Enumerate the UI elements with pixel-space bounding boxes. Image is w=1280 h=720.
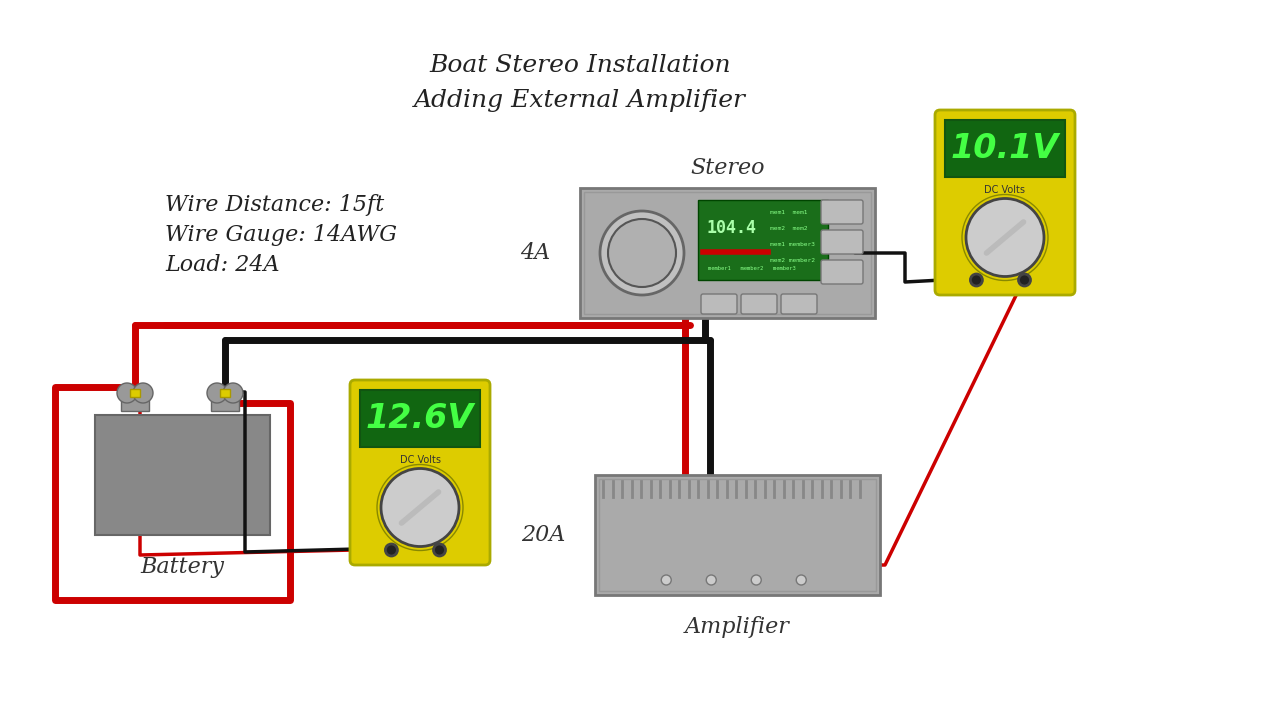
Bar — [599, 479, 876, 591]
Bar — [584, 192, 870, 314]
Circle shape — [378, 464, 463, 551]
Circle shape — [207, 383, 227, 403]
Text: Amplifier: Amplifier — [685, 616, 790, 638]
Circle shape — [608, 219, 676, 287]
Circle shape — [963, 194, 1048, 281]
Text: mem2  mem2: mem2 mem2 — [771, 225, 808, 230]
Text: DC Volts: DC Volts — [984, 185, 1025, 195]
Bar — [131, 389, 140, 397]
Text: 20A: 20A — [521, 524, 564, 546]
Text: 12.6V: 12.6V — [366, 402, 474, 435]
Circle shape — [434, 544, 445, 556]
Bar — [945, 120, 1065, 177]
Bar — [580, 188, 876, 318]
FancyBboxPatch shape — [820, 260, 863, 284]
Circle shape — [600, 211, 684, 295]
FancyBboxPatch shape — [820, 230, 863, 254]
Text: 104.4: 104.4 — [707, 219, 756, 237]
Circle shape — [223, 383, 243, 403]
FancyBboxPatch shape — [741, 294, 777, 314]
Bar — [122, 393, 148, 411]
FancyBboxPatch shape — [781, 294, 817, 314]
Text: mem1 member3: mem1 member3 — [771, 241, 815, 246]
Text: 4A: 4A — [520, 242, 550, 264]
Circle shape — [751, 575, 762, 585]
Bar — [95, 415, 270, 535]
Text: Boat Stereo Installation: Boat Stereo Installation — [429, 53, 731, 76]
Circle shape — [662, 575, 671, 585]
Circle shape — [1019, 274, 1030, 286]
Text: Stereo: Stereo — [690, 157, 764, 179]
Circle shape — [970, 274, 983, 286]
Circle shape — [385, 544, 397, 556]
Circle shape — [116, 383, 137, 403]
Circle shape — [381, 469, 460, 546]
Text: 10.1V: 10.1V — [951, 132, 1059, 165]
Text: DC Volts: DC Volts — [399, 455, 440, 465]
Circle shape — [966, 199, 1044, 276]
Text: mem1  mem1: mem1 mem1 — [771, 210, 808, 215]
Bar — [211, 393, 239, 411]
Text: mem2 member2: mem2 member2 — [771, 258, 815, 263]
Text: member1   member2   member3: member1 member2 member3 — [708, 266, 796, 271]
Text: Wire Distance: 15ft: Wire Distance: 15ft — [165, 194, 384, 216]
Text: Adding External Amplifier: Adding External Amplifier — [413, 89, 746, 112]
Text: Load: 24A: Load: 24A — [165, 254, 279, 276]
FancyBboxPatch shape — [934, 110, 1075, 295]
FancyBboxPatch shape — [820, 200, 863, 224]
FancyBboxPatch shape — [701, 294, 737, 314]
Bar — [595, 475, 881, 595]
Bar — [360, 390, 480, 447]
Bar — [698, 200, 828, 280]
Circle shape — [796, 575, 806, 585]
Text: Battery: Battery — [141, 556, 224, 578]
Circle shape — [707, 575, 717, 585]
Circle shape — [133, 383, 154, 403]
FancyBboxPatch shape — [349, 380, 490, 565]
Bar — [220, 389, 230, 397]
Text: Wire Gauge: 14AWG: Wire Gauge: 14AWG — [165, 224, 397, 246]
